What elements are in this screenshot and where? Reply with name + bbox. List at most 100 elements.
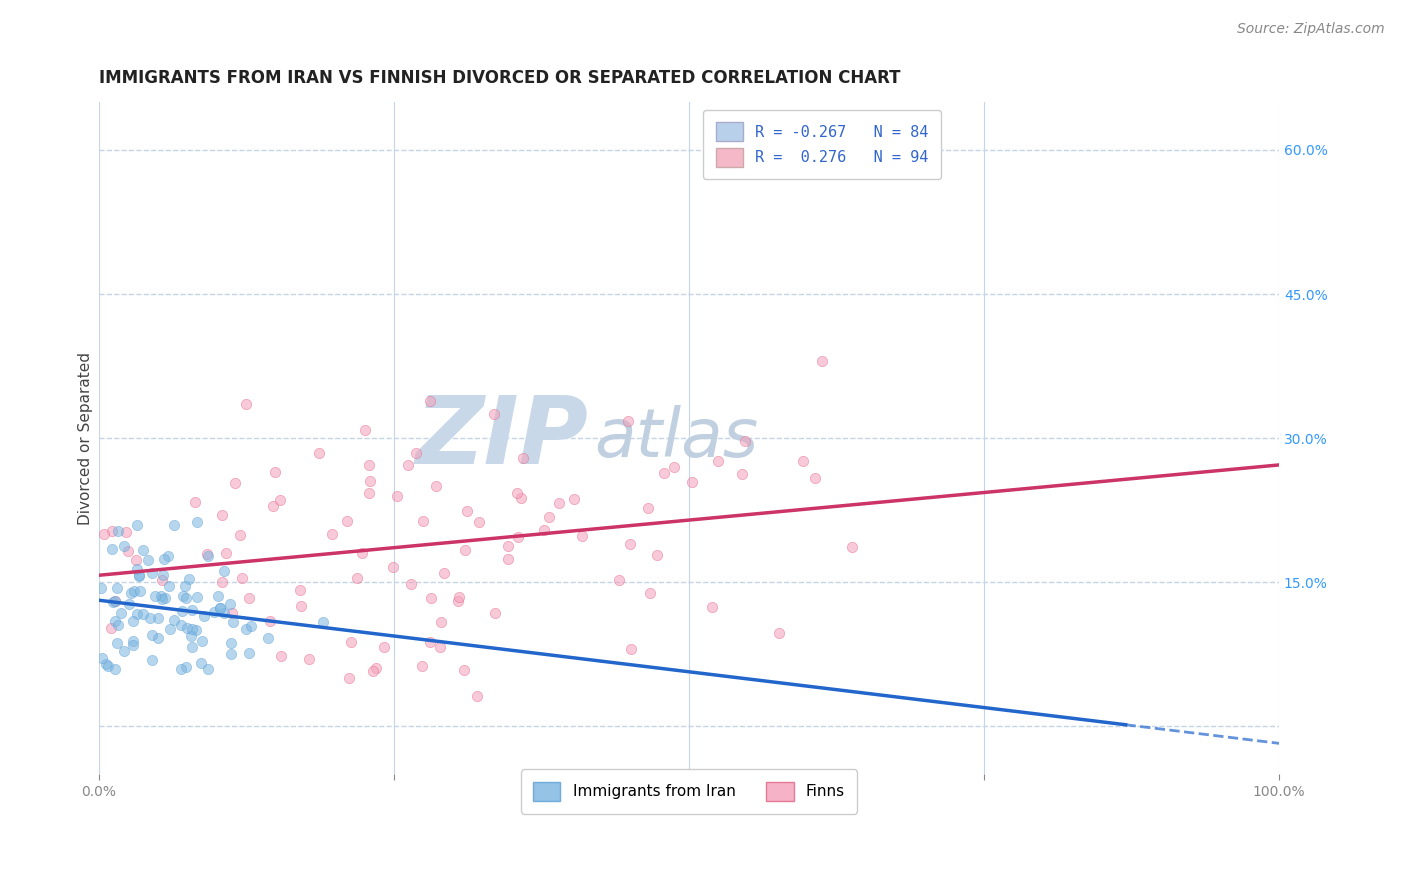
Point <box>510 491 533 506</box>
Point <box>312 615 335 630</box>
Point <box>136 553 159 567</box>
Point <box>163 613 186 627</box>
Point <box>105 581 128 595</box>
Point <box>418 394 440 409</box>
Point <box>792 454 814 468</box>
Point <box>172 604 194 618</box>
Point <box>425 479 447 493</box>
Point <box>447 593 470 607</box>
Point <box>336 515 359 529</box>
Point <box>101 524 124 538</box>
Point <box>112 539 135 553</box>
Point <box>141 566 163 580</box>
Point <box>804 471 827 485</box>
Text: Source: ZipAtlas.com: Source: ZipAtlas.com <box>1237 22 1385 37</box>
Point <box>506 485 529 500</box>
Point <box>146 610 169 624</box>
Point <box>219 597 242 611</box>
Point <box>456 504 478 518</box>
Point <box>235 397 257 411</box>
Point <box>308 445 330 459</box>
Point <box>181 603 204 617</box>
Point <box>256 632 278 646</box>
Point <box>734 434 756 448</box>
Point <box>131 543 153 558</box>
Point <box>152 551 174 566</box>
Point <box>195 547 218 561</box>
Point <box>429 640 451 654</box>
Point <box>571 529 593 543</box>
Text: ZIP: ZIP <box>416 392 589 484</box>
Point <box>420 591 443 606</box>
Point <box>152 567 174 582</box>
Point <box>228 528 250 542</box>
Point <box>239 619 262 633</box>
Point <box>190 657 212 671</box>
Point <box>150 592 173 607</box>
Point <box>731 467 754 482</box>
Point <box>141 653 163 667</box>
Point <box>637 500 659 515</box>
Point <box>645 549 668 563</box>
Text: atlas: atlas <box>595 405 759 471</box>
Point <box>222 615 245 629</box>
Point <box>366 661 388 675</box>
Point <box>209 601 232 615</box>
Point <box>184 623 207 637</box>
Point <box>433 566 456 580</box>
Point <box>93 527 115 541</box>
Point <box>264 465 287 479</box>
Point <box>219 636 242 650</box>
Point <box>652 466 675 480</box>
Point <box>128 569 150 583</box>
Point <box>340 634 363 648</box>
Point <box>811 353 834 368</box>
Point <box>700 600 723 615</box>
Point <box>496 539 519 553</box>
Point <box>208 601 231 615</box>
Point <box>482 407 505 421</box>
Point <box>419 635 441 649</box>
Point <box>197 662 219 676</box>
Point <box>193 608 215 623</box>
Point <box>259 614 281 628</box>
Point <box>143 589 166 603</box>
Point <box>125 518 148 533</box>
Point <box>181 640 204 655</box>
Point <box>399 577 422 591</box>
Point <box>447 591 470 605</box>
Point <box>538 509 561 524</box>
Point <box>411 658 433 673</box>
Point <box>127 562 149 576</box>
Point <box>346 571 368 585</box>
Point <box>506 530 529 544</box>
Point <box>150 589 173 603</box>
Point <box>90 651 112 665</box>
Point <box>125 607 148 622</box>
Point <box>174 578 197 592</box>
Point <box>117 544 139 558</box>
Point <box>396 458 419 472</box>
Point <box>101 595 124 609</box>
Point <box>212 606 235 620</box>
Point <box>361 665 384 679</box>
Point <box>180 629 202 643</box>
Point <box>533 524 555 538</box>
Point <box>157 580 180 594</box>
Point <box>373 640 395 654</box>
Point <box>454 543 477 558</box>
Point <box>120 585 142 599</box>
Point <box>664 460 686 475</box>
Point <box>162 517 184 532</box>
Point <box>124 583 146 598</box>
Point <box>405 446 427 460</box>
Point <box>128 567 150 582</box>
Point <box>359 474 381 488</box>
Point <box>110 607 132 621</box>
Point <box>211 508 233 522</box>
Legend: Immigrants from Iran, Finns: Immigrants from Iran, Finns <box>520 770 858 814</box>
Point <box>290 599 312 613</box>
Point <box>681 475 703 489</box>
Point <box>270 648 292 663</box>
Point <box>321 526 343 541</box>
